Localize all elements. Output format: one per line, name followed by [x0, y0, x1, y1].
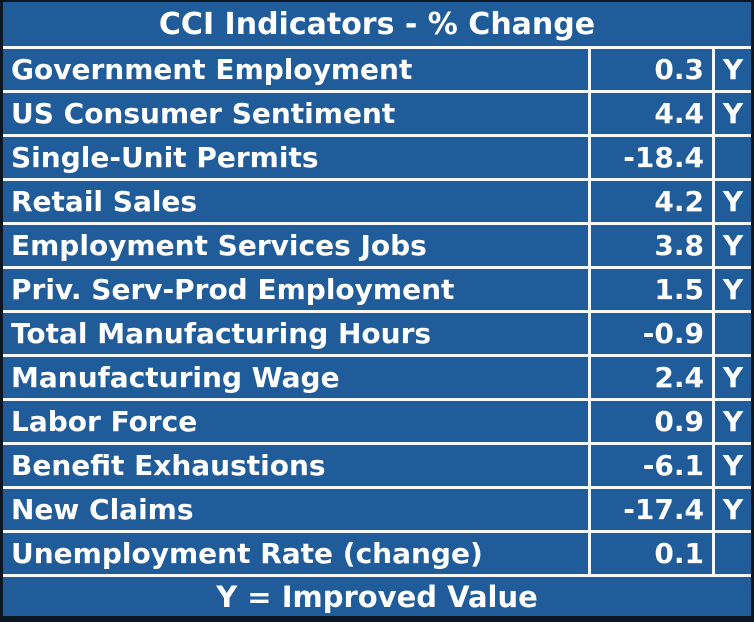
indicator-value: 0.9	[588, 401, 715, 442]
indicator-label: Single-Unit Permits	[11, 141, 319, 174]
improved-flag: Y	[722, 493, 744, 526]
improved-flag: Y	[722, 185, 744, 218]
indicator-value: 0.1	[588, 533, 715, 574]
table-row: Employment Services Jobs 3.8 Y	[3, 222, 751, 266]
indicator-value: 3.8	[588, 225, 715, 266]
indicator-value: 1.5	[588, 269, 715, 310]
table-body: CCI Indicators - % Change Government Emp…	[3, 2, 751, 616]
indicator-label: US Consumer Sentiment	[11, 97, 396, 130]
indicator-label: Government Employment	[11, 53, 413, 86]
table-row: Priv. Serv-Prod Employment 1.5 Y	[3, 266, 751, 310]
table-title: CCI Indicators - % Change	[158, 6, 596, 42]
improved-flag	[715, 533, 751, 574]
improved-flag	[715, 313, 751, 354]
indicator-label: Priv. Serv-Prod Employment	[11, 273, 455, 306]
indicator-value: 0.3	[588, 49, 715, 90]
table-row: Retail Sales 4.2 Y	[3, 178, 751, 222]
indicator-value: 4.4	[588, 93, 715, 134]
improved-flag: Y	[722, 273, 744, 306]
indicator-value: 4.2	[588, 181, 715, 222]
improved-flag	[715, 137, 751, 178]
table-row: Unemployment Rate (change) 0.1	[3, 530, 751, 574]
indicator-value: 2.4	[588, 357, 715, 398]
improved-flag: Y	[722, 449, 744, 482]
indicator-label: Total Manufacturing Hours	[11, 317, 432, 350]
indicator-label: Benefit Exhaustions	[11, 449, 326, 482]
indicator-label: Unemployment Rate (change)	[11, 537, 483, 570]
legend-note: Y = Improved Value	[3, 574, 751, 616]
indicator-value: -0.9	[588, 313, 715, 354]
improved-flag: Y	[722, 229, 744, 262]
indicator-value: -18.4	[588, 137, 715, 178]
indicator-label: Manufacturing Wage	[11, 361, 340, 394]
table-row: New Claims -17.4 Y	[3, 486, 751, 530]
indicator-label: Retail Sales	[11, 185, 198, 218]
indicator-value: -17.4	[588, 489, 715, 530]
table-row: Manufacturing Wage 2.4 Y	[3, 354, 751, 398]
indicator-value: -6.1	[588, 445, 715, 486]
improved-flag: Y	[722, 53, 744, 86]
table-row: Government Employment 0.3 Y	[3, 46, 751, 90]
table-row: US Consumer Sentiment 4.4 Y	[3, 90, 751, 134]
table-row: Total Manufacturing Hours -0.9	[3, 310, 751, 354]
indicator-label: New Claims	[11, 493, 194, 526]
table-row: Single-Unit Permits -18.4	[3, 134, 751, 178]
improved-flag: Y	[722, 361, 744, 394]
indicator-label: Employment Services Jobs	[11, 229, 427, 262]
table-row: Labor Force 0.9 Y	[3, 398, 751, 442]
table-row: Benefit Exhaustions -6.1 Y	[3, 442, 751, 486]
indicator-label: Labor Force	[11, 405, 198, 438]
improved-flag: Y	[722, 97, 744, 130]
improved-flag: Y	[722, 405, 744, 438]
